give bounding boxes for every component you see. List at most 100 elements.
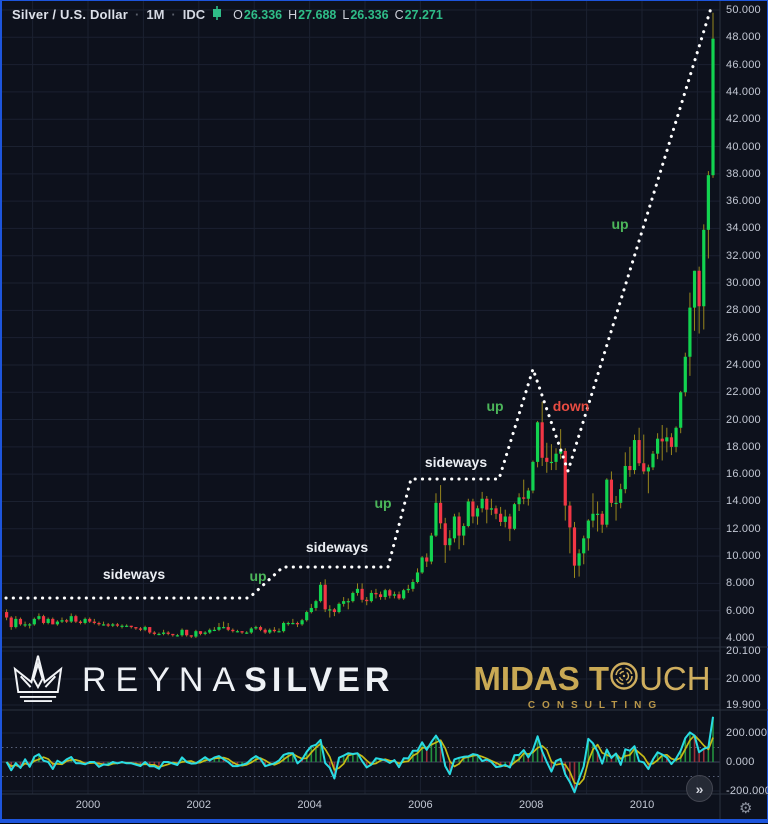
candle-body <box>549 461 554 464</box>
candle-body <box>577 553 581 566</box>
indicator-histogram-bar <box>315 744 317 762</box>
indicator-histogram-bar <box>702 748 705 762</box>
indicator-histogram-bar <box>462 756 465 762</box>
candle-body <box>101 624 106 626</box>
indicator-histogram-bar <box>218 756 220 762</box>
candle-body <box>351 592 355 602</box>
candle-body <box>152 632 156 634</box>
candle-body <box>609 479 614 503</box>
trend-label-sideways[interactable]: sideways <box>424 454 488 470</box>
trend-label-sideways[interactable]: sideways <box>305 539 369 555</box>
trend-label-up[interactable]: up <box>611 216 629 232</box>
candle-body <box>374 592 378 595</box>
indicator-histogram-bar <box>666 757 668 762</box>
candle-body <box>425 557 429 562</box>
candle-body <box>702 229 706 307</box>
indicator-histogram-bar <box>564 762 567 775</box>
indicator-histogram-bar <box>647 762 650 770</box>
candle-body <box>180 629 184 636</box>
indicator-fast-line[interactable] <box>5 716 714 794</box>
price-axis-label: 44.000 <box>726 85 761 98</box>
panel-collapse-button[interactable]: » <box>686 775 713 802</box>
interval-label[interactable]: 1M <box>146 7 165 22</box>
indicator-histogram-bar <box>689 732 691 762</box>
indicator-histogram-bar <box>693 735 696 762</box>
candle-body <box>669 437 674 447</box>
candle-body <box>568 505 572 528</box>
price-axis-label: 34.000 <box>726 222 761 235</box>
candle-body <box>619 489 623 503</box>
candle-body <box>692 270 697 308</box>
candle-body <box>258 627 263 630</box>
reyna-silver-logo: REYNASILVER <box>10 649 394 712</box>
indicator-histogram-bar <box>633 746 636 762</box>
low-value: 26.336 <box>350 7 389 22</box>
low-label: L <box>342 7 350 22</box>
candle-body <box>148 627 152 633</box>
candle-body <box>208 629 212 633</box>
candle-body <box>452 516 457 539</box>
candle-body <box>166 632 170 634</box>
indicator-histogram-bar <box>319 739 322 762</box>
candle-body <box>559 450 563 454</box>
indicator-histogram-bar <box>439 742 442 762</box>
dotted-trendline[interactable] <box>4 6 713 600</box>
candle-body <box>595 513 600 515</box>
candle-body <box>78 621 83 623</box>
price-axis-label: 18.000 <box>726 440 761 453</box>
symbol-name[interactable]: Silver / U.S. Dollar <box>12 7 128 22</box>
indicator-histogram-bar <box>532 750 534 762</box>
candle-body <box>365 599 369 602</box>
indicator-histogram-bar <box>33 756 36 762</box>
trend-label-up[interactable]: up <box>249 568 267 584</box>
sub-pane-axis-label: 19.900 <box>726 699 761 711</box>
symbol-header[interactable]: Silver / U.S. Dollar · 1M · IDC O26.336 … <box>12 6 443 23</box>
candle-body <box>65 620 69 622</box>
candle-body <box>268 629 272 633</box>
candle-body <box>263 629 267 633</box>
candle-body <box>254 627 258 629</box>
indicator-histogram-bar <box>458 757 460 762</box>
time-axis-label: 2010 <box>629 799 655 811</box>
candle-body <box>522 497 526 499</box>
indicator-histogram-bar <box>356 753 359 762</box>
indicator-histogram-bar <box>102 762 105 765</box>
price-axis-label: 28.000 <box>726 304 761 317</box>
candle-body <box>462 526 466 536</box>
candle-body <box>231 629 235 632</box>
indicator-histogram-bar <box>375 758 377 762</box>
candle-body <box>97 622 101 625</box>
time-axis-label: 2008 <box>518 799 544 811</box>
candle-body <box>512 504 517 529</box>
price-axis-label: 30.000 <box>726 277 761 290</box>
candle-body <box>9 617 13 628</box>
exchange-label[interactable]: IDC <box>182 7 206 22</box>
midas-consulting-label: CONSULTING <box>527 700 664 711</box>
price-axis-label: 48.000 <box>726 31 761 44</box>
candle-body <box>51 618 55 625</box>
trend-label-up[interactable]: up <box>374 495 392 511</box>
candle-body <box>342 601 346 604</box>
price-axis-label: 22.000 <box>726 386 761 399</box>
trend-label-up[interactable]: up <box>486 398 504 414</box>
trend-label-sideways[interactable]: sideways <box>102 566 166 582</box>
trend-label-down[interactable]: down <box>552 398 590 414</box>
candle-body <box>388 590 392 596</box>
candle-body <box>240 631 244 633</box>
candle-body <box>411 582 415 589</box>
close-label: C <box>394 7 404 22</box>
indicator-histogram-bar <box>587 738 590 762</box>
candle-body <box>646 467 650 472</box>
candle-body <box>378 594 383 598</box>
indicator-histogram-bar <box>707 747 710 762</box>
time-axis-label: 2006 <box>408 799 433 811</box>
high-value: 27.688 <box>298 7 337 22</box>
candle-body <box>295 622 300 625</box>
candle-body <box>221 627 226 629</box>
indicator-histogram-bar <box>342 755 345 762</box>
price-axis-label: 38.000 <box>726 167 761 180</box>
candle-body <box>23 624 27 626</box>
settings-gear-icon[interactable]: ⚙ <box>739 800 753 817</box>
candle-body <box>517 497 521 505</box>
